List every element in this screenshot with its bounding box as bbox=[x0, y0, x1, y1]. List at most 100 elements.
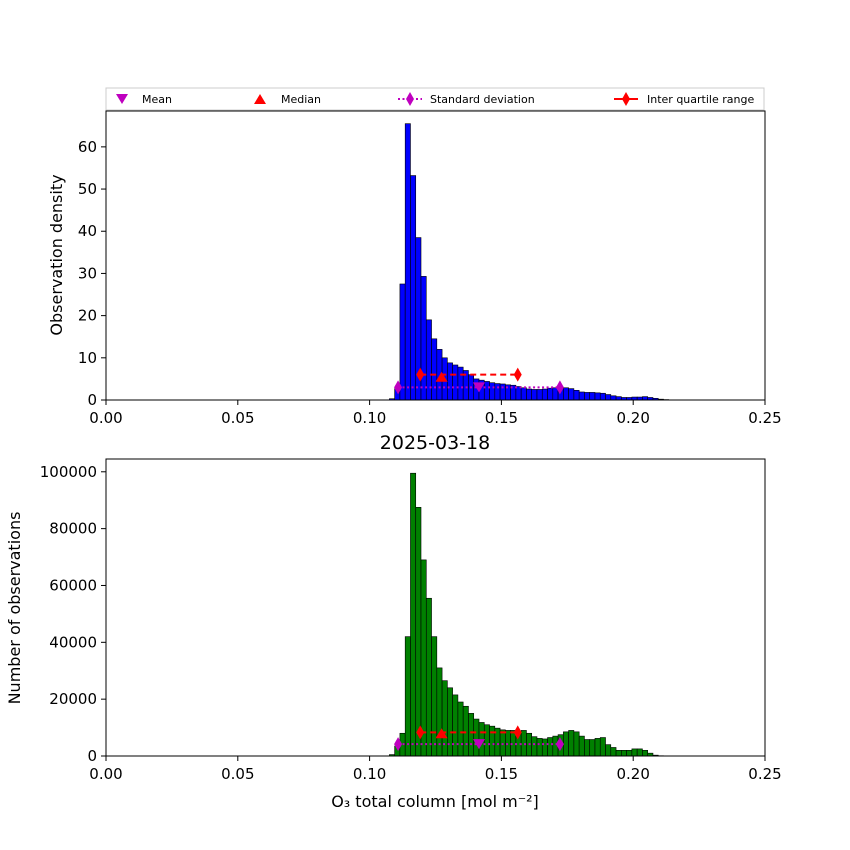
bottom-histogram-bar bbox=[584, 739, 590, 757]
top-histogram-bar bbox=[578, 391, 585, 401]
legend-mean-marker bbox=[116, 94, 128, 104]
top-histogram-bar bbox=[404, 123, 411, 401]
bottom-histogram-bar bbox=[578, 735, 585, 757]
top-std-low-marker bbox=[394, 380, 403, 395]
top-histogram-bar bbox=[589, 392, 596, 401]
top-histogram-bar bbox=[489, 382, 496, 401]
legend-mean-label: Mean bbox=[142, 93, 172, 106]
top-histogram-bar bbox=[594, 392, 601, 401]
bottom-histogram-bar bbox=[615, 750, 622, 757]
top-x-tick-label: 0.00 bbox=[89, 409, 122, 427]
bottom-x-tick-label: 0.20 bbox=[616, 765, 649, 783]
top-histogram-bar bbox=[483, 381, 490, 401]
bottom-histogram-bar bbox=[415, 507, 422, 757]
legend-median-marker bbox=[254, 94, 266, 104]
top-y-axis: 0 10 20 30 40 50 60 bbox=[78, 138, 106, 409]
bottom-histogram-bar bbox=[489, 725, 496, 757]
top-histogram-bar bbox=[615, 396, 622, 401]
top-iqr-q1-marker bbox=[416, 367, 425, 382]
bottom-histogram-bar bbox=[536, 738, 543, 757]
legend-iqr-label: Inter quartile range bbox=[647, 93, 754, 106]
bottom-histogram-bar bbox=[436, 667, 443, 757]
top-y-tick-label: 60 bbox=[78, 138, 97, 156]
top-y-tick-label: 20 bbox=[78, 307, 97, 325]
bottom-y-tick-label: 60000 bbox=[49, 576, 97, 594]
top-histogram-bar bbox=[410, 175, 417, 401]
bottom-histogram-bar bbox=[404, 636, 411, 757]
top-iqr-q3-marker bbox=[513, 367, 522, 382]
top-y-tick-label: 30 bbox=[78, 264, 97, 282]
top-y-axis-label: Observation density bbox=[47, 174, 66, 335]
bottom-histogram-bar bbox=[473, 718, 480, 757]
top-histogram-bars bbox=[389, 123, 670, 401]
bottom-std-high-marker bbox=[555, 737, 564, 752]
legend-std-marker bbox=[406, 92, 414, 106]
top-histogram-bar bbox=[457, 366, 464, 401]
bottom-histogram-bar bbox=[563, 731, 569, 757]
top-x-tick-label: 0.05 bbox=[221, 409, 254, 427]
top-x-tick-label: 0.25 bbox=[748, 409, 781, 427]
bottom-histogram-bar bbox=[573, 731, 580, 757]
top-histogram-bar bbox=[563, 387, 569, 401]
top-x-tick-label: 0.20 bbox=[616, 409, 649, 427]
top-histogram-bar bbox=[494, 383, 501, 401]
bottom-x-tick-label: 0.05 bbox=[221, 765, 254, 783]
top-histogram-bar bbox=[541, 388, 548, 401]
top-histogram-bar bbox=[520, 387, 527, 401]
bottom-iqr-q1-marker bbox=[416, 725, 425, 740]
top-histogram-bar bbox=[547, 387, 554, 401]
bottom-median-marker bbox=[435, 728, 448, 739]
bottom-histogram-bar bbox=[457, 701, 464, 757]
bottom-x-tick-label: 0.15 bbox=[485, 765, 518, 783]
bottom-panel-title: 2025-03-18 bbox=[380, 432, 490, 454]
bottom-x-axis: 0.00 0.05 0.10 0.15 0.20 0.25 bbox=[89, 756, 782, 783]
top-histogram-bar bbox=[610, 395, 617, 401]
legend-iqr-marker bbox=[622, 92, 630, 106]
bottom-y-tick-label: 20000 bbox=[49, 690, 97, 708]
bottom-histogram-bar bbox=[589, 739, 596, 757]
bottom-y-tick-label: 100000 bbox=[40, 463, 97, 481]
bottom-iqr-q3-marker bbox=[513, 725, 522, 740]
top-std-high-marker bbox=[555, 380, 564, 395]
top-histogram-bar bbox=[431, 338, 438, 401]
top-x-tick-label: 0.15 bbox=[485, 409, 518, 427]
top-y-tick-label: 10 bbox=[78, 349, 97, 367]
top-histogram-bar bbox=[399, 283, 406, 401]
bottom-histogram-bar bbox=[642, 750, 648, 757]
top-histogram-bar bbox=[584, 392, 590, 401]
bottom-histogram-bar bbox=[483, 724, 490, 757]
bottom-x-axis-label: O₃ total column [mol m⁻²] bbox=[331, 792, 539, 811]
bottom-mean-marker bbox=[472, 739, 485, 750]
bottom-y-axis: 0 20000 40000 60000 80000 100000 bbox=[40, 463, 106, 765]
top-y-tick-label: 40 bbox=[78, 222, 97, 240]
bottom-x-tick-label: 0.25 bbox=[748, 765, 781, 783]
bottom-y-axis-label: Number of observations bbox=[5, 512, 24, 705]
legend: Mean Median Standard deviation Inter qua… bbox=[105, 87, 765, 111]
bottom-histogram-panel: 2025-03-18 0.00 0.05 0.10 0.15 0.20 0.25 0 200… bbox=[5, 432, 782, 811]
bottom-histogram-bar bbox=[541, 738, 548, 757]
bottom-histogram-bar bbox=[636, 748, 643, 757]
top-y-tick-label: 50 bbox=[78, 180, 97, 198]
bottom-histogram-bar bbox=[547, 737, 554, 757]
top-histogram-bar bbox=[420, 276, 427, 401]
legend-mean: Mean bbox=[116, 93, 172, 106]
top-x-tick-label: 0.10 bbox=[353, 409, 386, 427]
bottom-histogram-bar bbox=[594, 738, 601, 757]
top-histogram-bar bbox=[447, 362, 453, 401]
top-histogram-bar bbox=[599, 392, 606, 401]
bottom-histogram-bar bbox=[468, 713, 475, 757]
top-histogram-bar bbox=[573, 389, 580, 401]
bottom-histogram-bar bbox=[568, 730, 575, 757]
bottom-histogram-bars bbox=[389, 472, 664, 757]
top-median-marker bbox=[435, 371, 448, 382]
legend-frame bbox=[105, 87, 765, 111]
top-axes-frame bbox=[105, 110, 766, 401]
bottom-axes-frame bbox=[105, 458, 766, 757]
top-histogram-bar bbox=[526, 388, 533, 401]
bottom-histogram-bar bbox=[410, 472, 417, 757]
bottom-x-tick-label: 0.00 bbox=[89, 765, 122, 783]
bottom-x-tick-label: 0.10 bbox=[353, 765, 386, 783]
top-statistics-markers bbox=[394, 367, 564, 395]
top-histogram-bar bbox=[452, 364, 459, 401]
top-mean-marker bbox=[472, 382, 485, 393]
